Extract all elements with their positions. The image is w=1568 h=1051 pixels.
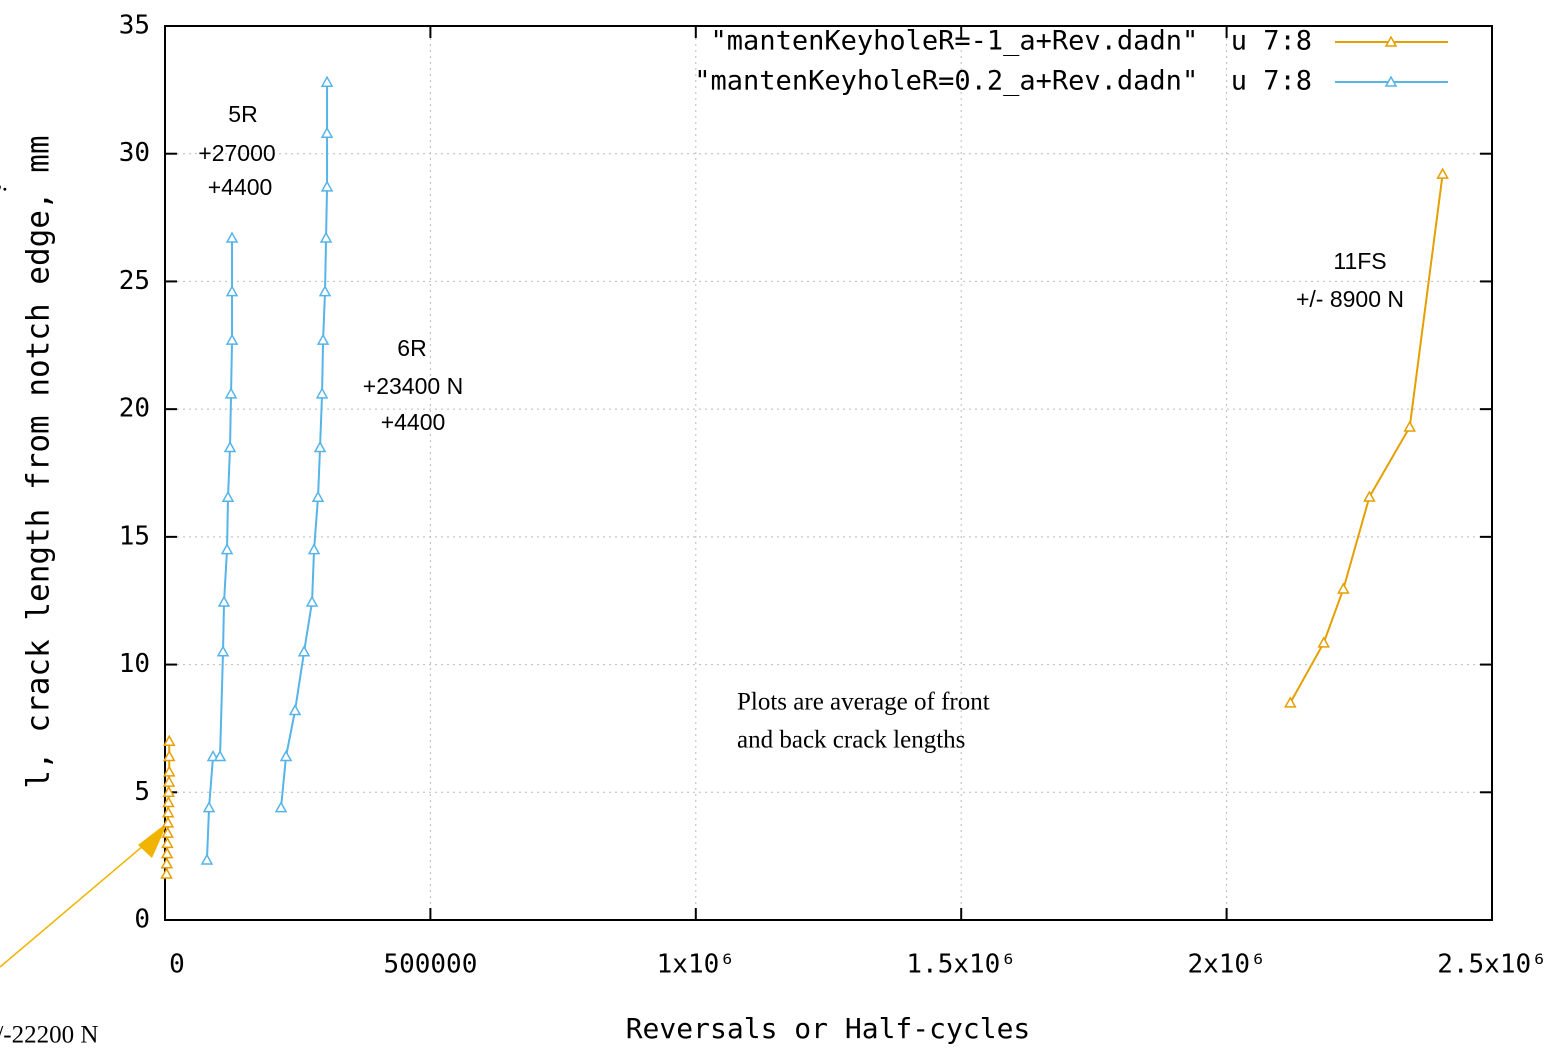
x-tick-label: 0 — [169, 950, 185, 980]
x-axis-label: Reversals or Half-cycles — [626, 1012, 1031, 1045]
y-tick-label: 20 — [119, 394, 150, 424]
x-tick-label: 2x10⁶ — [1187, 950, 1265, 980]
x-tick-label: 2.5x10⁶ — [1437, 950, 1547, 980]
annotation: +23400 N — [363, 373, 463, 399]
point-marker — [162, 734, 176, 746]
point-marker — [319, 231, 333, 243]
point-marker — [320, 75, 334, 87]
y-tick-label: 35 — [119, 11, 150, 41]
legend-marker — [1384, 35, 1398, 47]
x-tick-label: 1.5x10⁶ — [906, 950, 1016, 980]
annotation: and back crack lengths — [737, 727, 965, 754]
annotation: 5R — [228, 101, 257, 127]
point-marker — [213, 749, 227, 762]
point-marker — [316, 333, 330, 345]
point-marker — [1317, 636, 1331, 648]
point-marker — [320, 180, 334, 192]
point-marker — [315, 387, 329, 399]
point-marker — [162, 749, 176, 762]
point-marker — [161, 826, 174, 838]
legend-marker — [1384, 75, 1398, 87]
point-marker — [162, 775, 176, 787]
point-marker — [161, 836, 174, 849]
point-marker — [311, 490, 325, 503]
y-tick-label: 10 — [119, 649, 150, 679]
point-marker — [1337, 582, 1350, 594]
annotation: s. — [0, 170, 8, 197]
point-marker — [279, 749, 293, 762]
point-marker — [297, 645, 311, 657]
point-marker — [307, 543, 321, 555]
arrow-head — [138, 822, 168, 858]
arrow-line — [0, 839, 151, 968]
y-tick-label: 30 — [119, 138, 150, 168]
point-marker — [162, 785, 175, 798]
point-marker — [200, 853, 214, 865]
annotation: 11FS — [1333, 248, 1386, 274]
point-marker — [318, 285, 332, 297]
point-marker — [225, 285, 239, 297]
annotation: 6R — [397, 335, 426, 361]
point-marker — [320, 126, 334, 139]
point-marker — [274, 801, 288, 813]
y-tick-label: 15 — [119, 521, 150, 551]
point-marker — [225, 231, 239, 243]
point-marker — [1363, 490, 1376, 502]
point-marker — [1403, 420, 1417, 432]
legend-label: "mantenKeyholeR=0.2_a+Rev.dadn" u 7:8 — [694, 66, 1312, 97]
annotation: Plots are average of front — [737, 689, 990, 716]
annotation: +4400 — [208, 174, 273, 200]
point-marker — [161, 806, 175, 818]
legend-label: "mantenKeyholeR=-1_a+Rev.dadn" u 7:8 — [711, 26, 1312, 57]
y-tick-label: 0 — [134, 905, 150, 935]
plot-frame — [164, 25, 1493, 921]
point-marker — [160, 847, 174, 859]
y-tick-label: 5 — [134, 777, 150, 807]
point-marker — [162, 765, 176, 777]
point-marker — [1436, 167, 1449, 179]
point-marker — [217, 595, 231, 607]
annotation: +/- 8900 N — [1296, 286, 1404, 312]
point-marker — [305, 595, 319, 607]
annotation: +4400 — [381, 409, 446, 435]
point-marker — [224, 387, 238, 399]
point-marker — [160, 857, 174, 869]
annotation: +27000 — [198, 140, 275, 166]
point-marker — [221, 490, 235, 503]
point-marker — [1284, 696, 1297, 708]
y-tick-label: 25 — [119, 266, 150, 296]
series-line — [165, 174, 1444, 875]
point-marker — [216, 645, 230, 657]
point-marker — [313, 440, 327, 453]
x-tick-label: 1x10⁶ — [657, 950, 735, 980]
point-marker — [220, 543, 234, 555]
point-marker — [162, 795, 175, 808]
point-marker — [288, 704, 302, 716]
x-tick-label: 500000 — [383, 950, 477, 980]
point-marker — [225, 333, 239, 345]
point-marker — [223, 440, 237, 453]
point-marker — [160, 867, 173, 879]
point-marker — [202, 801, 216, 813]
point-marker — [161, 816, 175, 828]
y-axis-label: l, crack length from notch edge, mm — [21, 135, 57, 788]
annotation: -/-22200 N — [0, 1022, 98, 1049]
